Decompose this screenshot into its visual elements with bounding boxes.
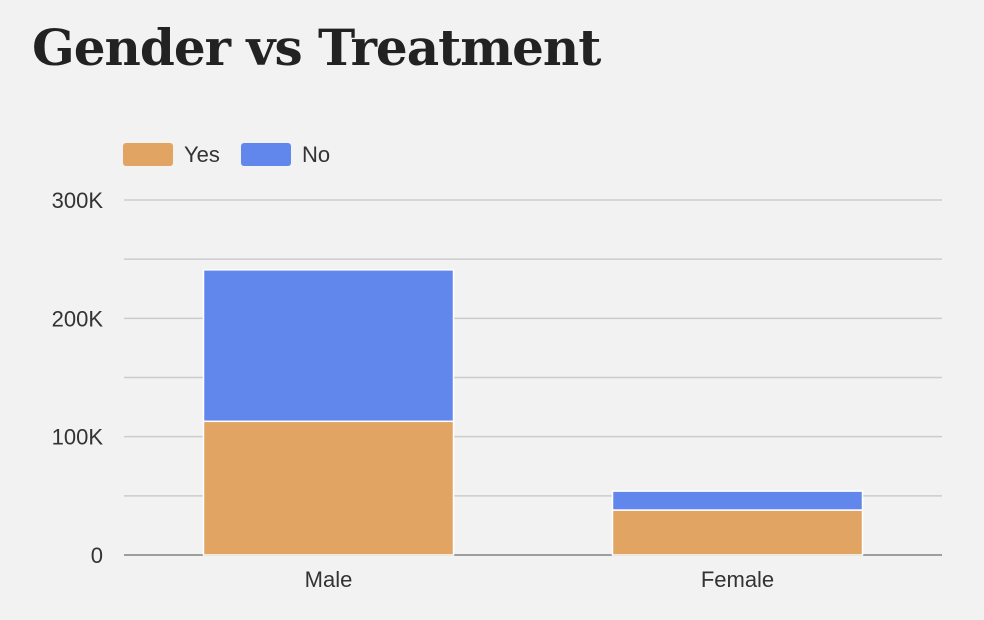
x-tick-label: Male <box>305 567 353 592</box>
x-axis-ticks: Male Female <box>305 567 775 592</box>
x-tick-label: Female <box>701 567 774 592</box>
legend-label: Yes <box>184 142 220 167</box>
legend: Yes No <box>123 142 330 167</box>
bar-series <box>202 269 864 556</box>
bar-no-male[interactable] <box>202 269 455 423</box>
bar-yes-female[interactable] <box>611 509 864 556</box>
y-axis-ticks: 0 100K 200K 300K <box>52 188 104 568</box>
legend-swatch <box>123 143 173 166</box>
bar-yes-male[interactable] <box>202 420 455 556</box>
legend-item-no[interactable]: No <box>241 142 330 167</box>
legend-label: No <box>302 142 330 167</box>
y-tick-label: 100K <box>52 425 104 450</box>
y-tick-label: 0 <box>91 543 103 568</box>
legend-swatch <box>241 143 291 166</box>
chart-title: Gender vs Treatment <box>32 18 601 77</box>
y-tick-label: 300K <box>52 188 104 213</box>
bar-no-female[interactable] <box>611 490 864 511</box>
legend-item-yes[interactable]: Yes <box>123 142 220 167</box>
y-tick-label: 200K <box>52 306 104 331</box>
